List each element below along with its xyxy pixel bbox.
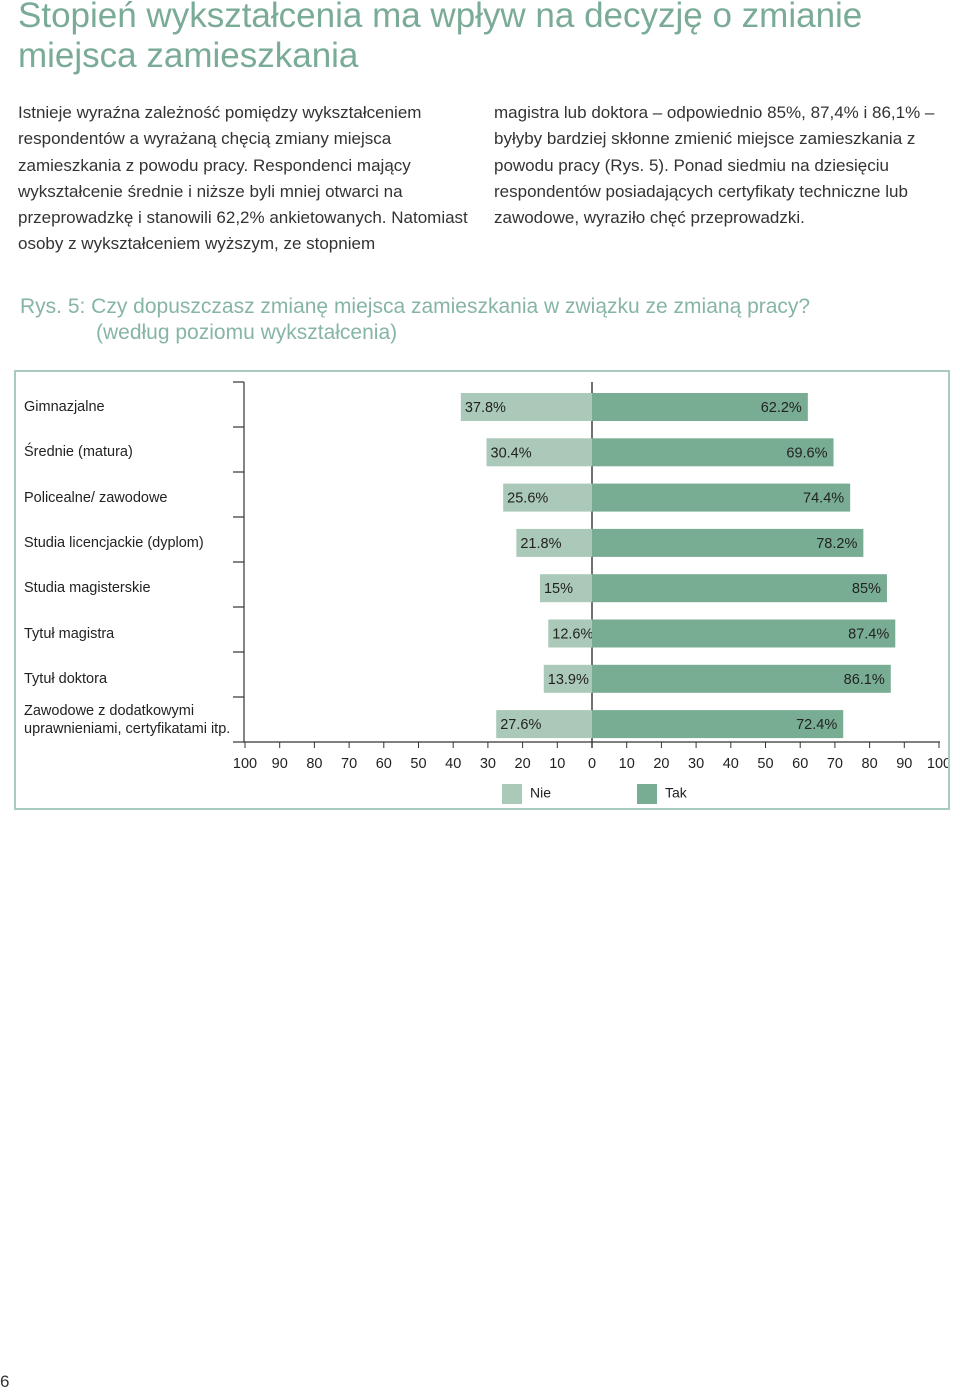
bar-nie: [486, 438, 592, 467]
bar-nie: [539, 574, 592, 603]
value-axis-tick-label: 90: [272, 756, 288, 772]
page-title: Stopień wykształcenia ma wpływ na decyzj…: [18, 0, 863, 75]
data-label-tak: 78.2%: [816, 536, 857, 552]
value-axis-tick-label: 50: [410, 756, 426, 772]
chart-container: 100 90 80 70 60 50 40 30 20 10 0 10 20 30 40 50 60 70 80 90…: [14, 370, 950, 810]
bar-tak: [592, 483, 851, 512]
value-axis-tick-label: 80: [862, 756, 878, 772]
legend-item-tak: Tak: [637, 784, 687, 804]
data-label-nie: 21.8%: [520, 536, 561, 552]
data-label-tak: 72.4%: [796, 717, 837, 733]
category-label: Tytuł magistra: [24, 625, 115, 642]
figure-caption-line-2: (według poziomu wykształcenia): [96, 321, 398, 344]
value-axis-tick-label: 40: [445, 756, 461, 772]
legend-label-tak: Tak: [665, 784, 687, 801]
value-axis-tick-label: 0: [588, 756, 596, 772]
body-text-column-1: Istnieje wyraźna zależność pomiędzy wyks…: [18, 103, 468, 254]
data-label-tak: 86.1%: [844, 672, 885, 688]
bar-tak: [592, 438, 834, 467]
bar-tak: [592, 664, 891, 693]
value-axis-tick-label: 60: [792, 756, 808, 772]
data-label-tak: 62.2%: [761, 400, 802, 416]
page-number: 6: [0, 1372, 10, 1391]
value-axis-tick-label: 30: [480, 756, 496, 772]
data-label-tak: 69.6%: [786, 445, 827, 461]
bar-tak: [592, 393, 808, 421]
bar-nie: [460, 393, 592, 421]
value-axis-tick-label: 80: [306, 756, 322, 772]
body-text-column-2: magistra lub doktora – odpowiednio 85%, …: [494, 103, 935, 228]
bar-tak: [592, 574, 887, 603]
value-axis-tick-label: 50: [757, 756, 773, 772]
category-label: Policealne/ zawodowe: [24, 489, 168, 506]
bar-tak: [592, 710, 844, 739]
bar-nie: [548, 619, 592, 648]
value-axis-tick-label: 40: [723, 756, 739, 772]
data-label-nie: 37.8%: [465, 400, 506, 416]
value-axis-tick-label: 20: [653, 756, 669, 772]
value-axis-tick-label: 10: [549, 756, 565, 772]
value-axis-tick-label: 60: [376, 756, 392, 772]
legend-swatch-nie: [502, 784, 522, 804]
bar-tak: [592, 528, 864, 557]
bar-tak: [592, 619, 896, 648]
value-axis-tick-label: 70: [341, 756, 357, 772]
figure-caption: Rys. 5: Czy dopuszczasz zmianę miejsca z…: [20, 294, 810, 346]
data-label-tak: 85%: [852, 581, 881, 597]
category-label: Studia magisterskie: [24, 580, 151, 597]
data-label-nie: 27.6%: [500, 717, 541, 733]
data-label-nie: 13.9%: [548, 672, 589, 688]
value-axis-tick-label: 100: [233, 756, 257, 772]
data-label-tak: 87.4%: [848, 627, 889, 643]
category-label: Studia licencjackie (dyplom): [24, 534, 204, 551]
category-label: Gimnazjalne: [24, 399, 105, 415]
data-label-nie: 12.6%: [552, 627, 593, 643]
legend-swatch-tak: [637, 784, 657, 804]
bar-nie: [516, 528, 592, 557]
data-label-nie: 15%: [544, 581, 573, 597]
value-axis-tick-label: 90: [896, 756, 912, 772]
data-label-tak: 74.4%: [803, 491, 844, 507]
data-label-nie: 25.6%: [507, 491, 548, 507]
value-axis-tick-label: 70: [827, 756, 843, 772]
legend-label-nie: Nie: [530, 784, 552, 801]
value-axis-tick-label: 10: [619, 756, 635, 772]
bar-chart: 100 90 80 70 60 50 40 30 20 10 0 10 20 30 40 50 60 70 80 90…: [233, 381, 948, 772]
category-label: Zawodowe z dodatkowymi uprawnieniami, ce…: [24, 703, 231, 738]
category-label: Tytuł doktora: [24, 670, 108, 687]
bar-nie: [496, 710, 592, 739]
data-label-nie: 30.4%: [491, 445, 532, 461]
figure-caption-line-1: Rys. 5: Czy dopuszczasz zmianę miejsca z…: [20, 295, 811, 318]
category-label: Średnie (matura): [24, 444, 133, 461]
value-axis-tick-label: 20: [515, 756, 531, 772]
bar-nie: [503, 483, 592, 512]
legend-item-nie: Nie: [502, 784, 551, 804]
value-axis-tick-label: 100: [927, 756, 948, 772]
bar-nie: [543, 664, 592, 693]
value-axis-tick-label: 30: [688, 756, 704, 772]
